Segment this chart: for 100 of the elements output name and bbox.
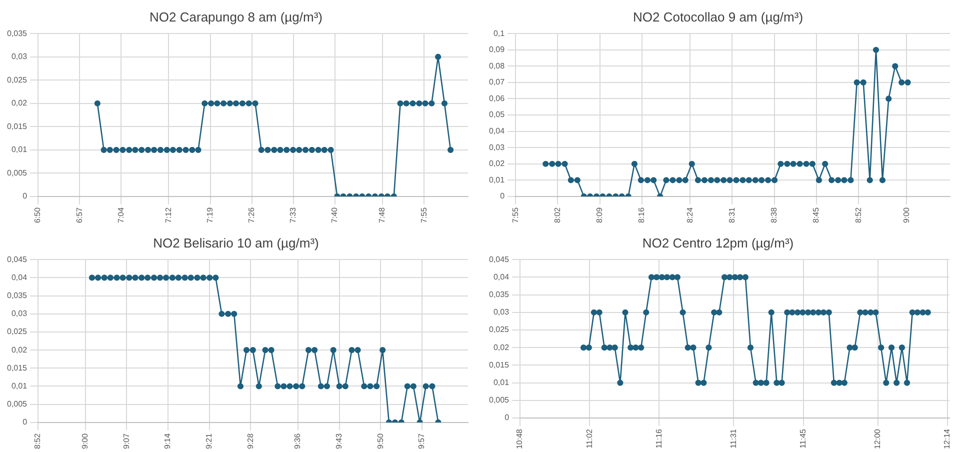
point (312, 347, 318, 354)
point (94, 274, 102, 281)
x-tick-label: 9:00 (80, 432, 90, 450)
point (132, 274, 138, 281)
point (562, 160, 568, 167)
point (318, 383, 324, 390)
point (828, 177, 835, 184)
x-tick-label: 12:00 (873, 428, 882, 450)
point (848, 177, 854, 184)
point (239, 100, 246, 106)
point (746, 177, 752, 184)
x-tick-label: 11:16 (654, 428, 664, 448)
point (175, 274, 182, 281)
chart-title: NO2 Carapungo 8 am (µg/m³) (150, 9, 322, 24)
y-tick-label: 0,035 (488, 290, 510, 299)
point (286, 383, 293, 390)
point (208, 100, 214, 106)
point (315, 146, 322, 153)
point (156, 274, 164, 281)
point (676, 177, 682, 184)
point (232, 100, 240, 106)
point (264, 146, 271, 153)
point (296, 146, 302, 153)
point (803, 160, 810, 167)
point (258, 146, 264, 153)
point (733, 177, 740, 184)
point (293, 383, 300, 390)
x-tick-label: 7:12 (164, 206, 173, 224)
point (290, 146, 296, 153)
y-tick-label: 0,005 (488, 396, 510, 405)
point (138, 274, 145, 281)
point (243, 347, 250, 354)
point (435, 54, 442, 60)
y-tick-label: 0,01 (11, 145, 28, 154)
point (720, 177, 727, 184)
x-tick-label: 8:52 (854, 206, 863, 224)
point (214, 100, 220, 106)
y-tick-label: 0,03 (488, 142, 506, 152)
point (886, 96, 892, 102)
point (195, 146, 202, 153)
y-tick-label: 0,01 (488, 175, 506, 184)
y-tick-label: 0 (22, 418, 28, 427)
point (225, 310, 232, 317)
y-tick-label: 0,05 (488, 110, 506, 120)
point (422, 100, 428, 106)
point (218, 310, 225, 317)
point (631, 160, 638, 167)
y-tick-label: 0,02 (488, 159, 506, 168)
point (740, 177, 746, 184)
x-tick-label: 8:24 (685, 206, 694, 224)
point (176, 146, 182, 153)
x-tick-label: 7:04 (116, 206, 126, 224)
point (302, 146, 309, 153)
x-tick-label: 8:52 (33, 432, 42, 450)
y-tick-label: 0,025 (6, 327, 28, 336)
x-tick-label: 11:45 (798, 428, 808, 448)
x-tick-label: 7:55 (419, 206, 428, 224)
x-tick-label: 8:02 (552, 206, 562, 224)
point (778, 160, 784, 167)
point (120, 146, 126, 153)
point (170, 146, 176, 153)
point (182, 146, 189, 153)
y-tick-label: 0 (504, 413, 510, 422)
point (380, 347, 386, 354)
point (879, 177, 886, 184)
point (120, 274, 126, 281)
point (277, 146, 284, 153)
point (650, 177, 657, 184)
y-tick-label: 0,07 (488, 78, 506, 87)
point (220, 100, 227, 106)
y-tick-label: 0,01 (493, 378, 510, 387)
point (429, 383, 436, 390)
point (866, 177, 873, 184)
point (441, 100, 448, 106)
point (164, 146, 170, 153)
x-tick-label: 8:31 (727, 206, 736, 224)
point (94, 100, 100, 106)
x-tick-label: 12:14 (942, 428, 952, 450)
point (796, 160, 803, 167)
point (157, 146, 164, 153)
point (226, 100, 234, 106)
point (714, 177, 720, 184)
point (200, 274, 206, 281)
x-tick-label: 7:55 (510, 206, 520, 224)
y-tick-label: 0,025 (488, 325, 510, 334)
point (271, 146, 278, 153)
point (113, 146, 120, 153)
point (898, 79, 905, 86)
point (574, 177, 580, 184)
point (644, 177, 651, 184)
point (237, 383, 244, 390)
point (701, 177, 708, 184)
x-tick-label: 9:00 (902, 206, 911, 224)
x-tick-label: 6:57 (74, 206, 84, 224)
point (904, 79, 911, 86)
point (138, 146, 145, 153)
y-tick-label: 0,04 (488, 126, 506, 136)
point (367, 383, 374, 390)
point (892, 63, 898, 70)
point (280, 383, 287, 390)
